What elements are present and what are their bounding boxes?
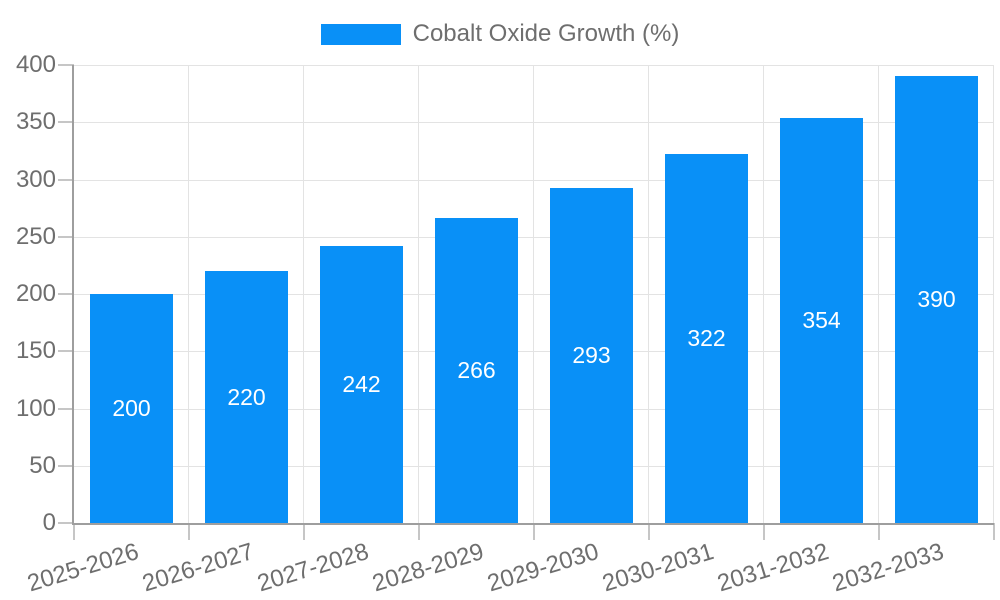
x-tick-mark — [303, 523, 305, 540]
bar[interactable]: 322 — [665, 154, 748, 523]
gridline-v — [648, 65, 649, 523]
gridline-h — [74, 466, 994, 467]
y-axis-label: 250 — [15, 223, 56, 250]
y-axis-label: 150 — [15, 337, 56, 364]
gridline-v — [878, 65, 879, 523]
gridline-v — [763, 65, 764, 523]
y-axis-label: 400 — [15, 51, 56, 78]
y-tick-mark — [58, 350, 74, 352]
gridline-h — [74, 237, 994, 238]
x-tick-mark — [533, 523, 535, 540]
bar[interactable]: 293 — [550, 188, 633, 523]
y-tick-mark — [58, 121, 74, 123]
y-axis-label: 0 — [42, 509, 56, 536]
x-axis-label: 2031-2032 — [714, 538, 832, 598]
x-axis-label: 2029-2030 — [484, 538, 602, 598]
y-tick-mark — [58, 179, 74, 181]
gridline-v — [993, 65, 994, 523]
gridline-h — [74, 351, 994, 352]
y-tick-mark — [58, 64, 74, 66]
y-tick-mark — [58, 408, 74, 410]
y-axis-line — [72, 65, 74, 525]
gridline-v — [303, 65, 304, 523]
x-axis-label: 2026-2027 — [139, 538, 257, 598]
x-axis-line — [72, 523, 994, 525]
bar[interactable]: 200 — [90, 294, 173, 523]
bar-value-label: 293 — [572, 342, 611, 368]
gridline-h — [74, 65, 994, 66]
y-axis-label: 350 — [15, 108, 56, 135]
x-tick-mark — [188, 523, 190, 540]
gridline-v — [188, 65, 189, 523]
y-tick-mark — [58, 293, 74, 295]
y-axis-label: 100 — [15, 395, 56, 422]
bar[interactable]: 242 — [320, 246, 403, 523]
x-axis-label: 2032-2033 — [829, 538, 947, 598]
bar-value-label: 322 — [687, 325, 726, 351]
gridline-h — [74, 122, 994, 123]
bar-value-label: 242 — [342, 371, 381, 397]
x-axis-label: 2027-2028 — [254, 538, 372, 598]
bar[interactable]: 390 — [895, 76, 978, 523]
legend[interactable]: Cobalt Oxide Growth (%) — [0, 20, 1000, 48]
bar-value-label: 354 — [802, 307, 841, 333]
gridline-h — [74, 409, 994, 410]
x-tick-mark — [418, 523, 420, 540]
bar-value-label: 390 — [917, 286, 956, 312]
x-tick-mark — [648, 523, 650, 540]
x-axis-label: 2025-2026 — [24, 538, 142, 598]
x-axis-label: 2028-2029 — [369, 538, 487, 598]
x-tick-mark — [878, 523, 880, 540]
gridline-v — [533, 65, 534, 523]
y-axis-label: 50 — [29, 452, 56, 479]
legend-swatch — [320, 23, 401, 45]
bar[interactable]: 354 — [780, 118, 863, 523]
x-tick-mark — [993, 523, 995, 540]
bar[interactable]: 266 — [435, 218, 518, 523]
y-axis-label: 300 — [15, 166, 56, 193]
gridline-v — [418, 65, 419, 523]
bar-value-label: 220 — [227, 383, 266, 410]
bar-value-label: 266 — [457, 357, 496, 383]
y-tick-mark — [58, 465, 74, 467]
gridline-h — [74, 294, 994, 295]
x-tick-mark — [73, 523, 75, 540]
y-tick-mark — [58, 522, 74, 524]
x-axis-label: 2030-2031 — [599, 538, 717, 598]
bar-value-label: 200 — [112, 395, 151, 421]
y-tick-mark — [58, 236, 74, 238]
x-tick-mark — [763, 523, 765, 540]
bar[interactable]: 220 — [205, 271, 288, 523]
legend-label: Cobalt Oxide Growth (%) — [412, 20, 680, 47]
gridline-h — [74, 180, 994, 181]
y-axis-label: 200 — [15, 280, 56, 307]
